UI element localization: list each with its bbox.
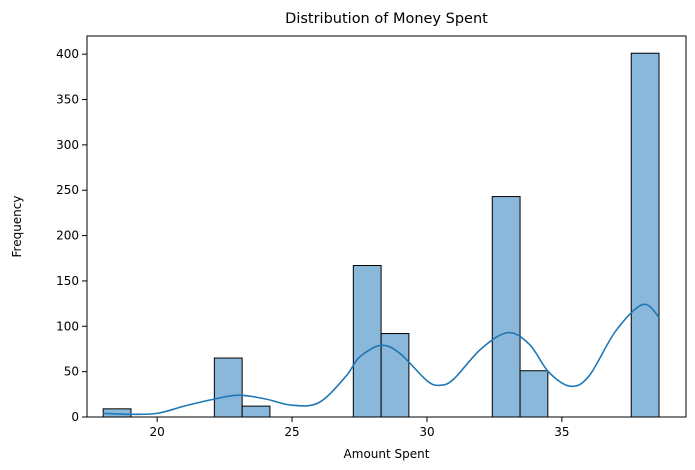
x-tick-label: 35 [554,425,569,439]
y-tick-label: 300 [56,138,79,152]
histogram-bar [213,357,243,418]
histogram-bar [630,52,660,418]
y-axis-ticks: 0 50 100 150 200 250 300 350 400 [56,47,87,424]
y-tick-label: 200 [56,229,79,243]
histogram-bar [241,405,271,418]
x-axis-ticks: 20 25 30 35 [150,417,570,439]
x-tick-label: 20 [150,425,165,439]
histogram-bar [491,196,521,418]
kde-curve [103,303,660,416]
histogram-bar [519,370,549,418]
y-tick-label: 350 [56,93,79,107]
y-axis-label: Frequency [10,196,24,258]
x-tick-label: 30 [419,425,434,439]
histogram-bar [352,265,382,418]
y-tick-label: 150 [56,274,79,288]
y-tick-label: 250 [56,183,79,197]
histogram-bars [102,52,660,418]
chart-title: Distribution of Money Spent [285,11,488,27]
histogram-bar [380,333,410,418]
y-tick-label: 400 [56,47,79,61]
y-tick-label: 50 [64,365,79,379]
histogram-bar [102,408,132,418]
y-tick-label: 0 [71,410,79,424]
x-tick-label: 25 [284,425,299,439]
x-axis-label: Amount Spent [344,447,430,461]
y-tick-label: 100 [56,319,79,333]
